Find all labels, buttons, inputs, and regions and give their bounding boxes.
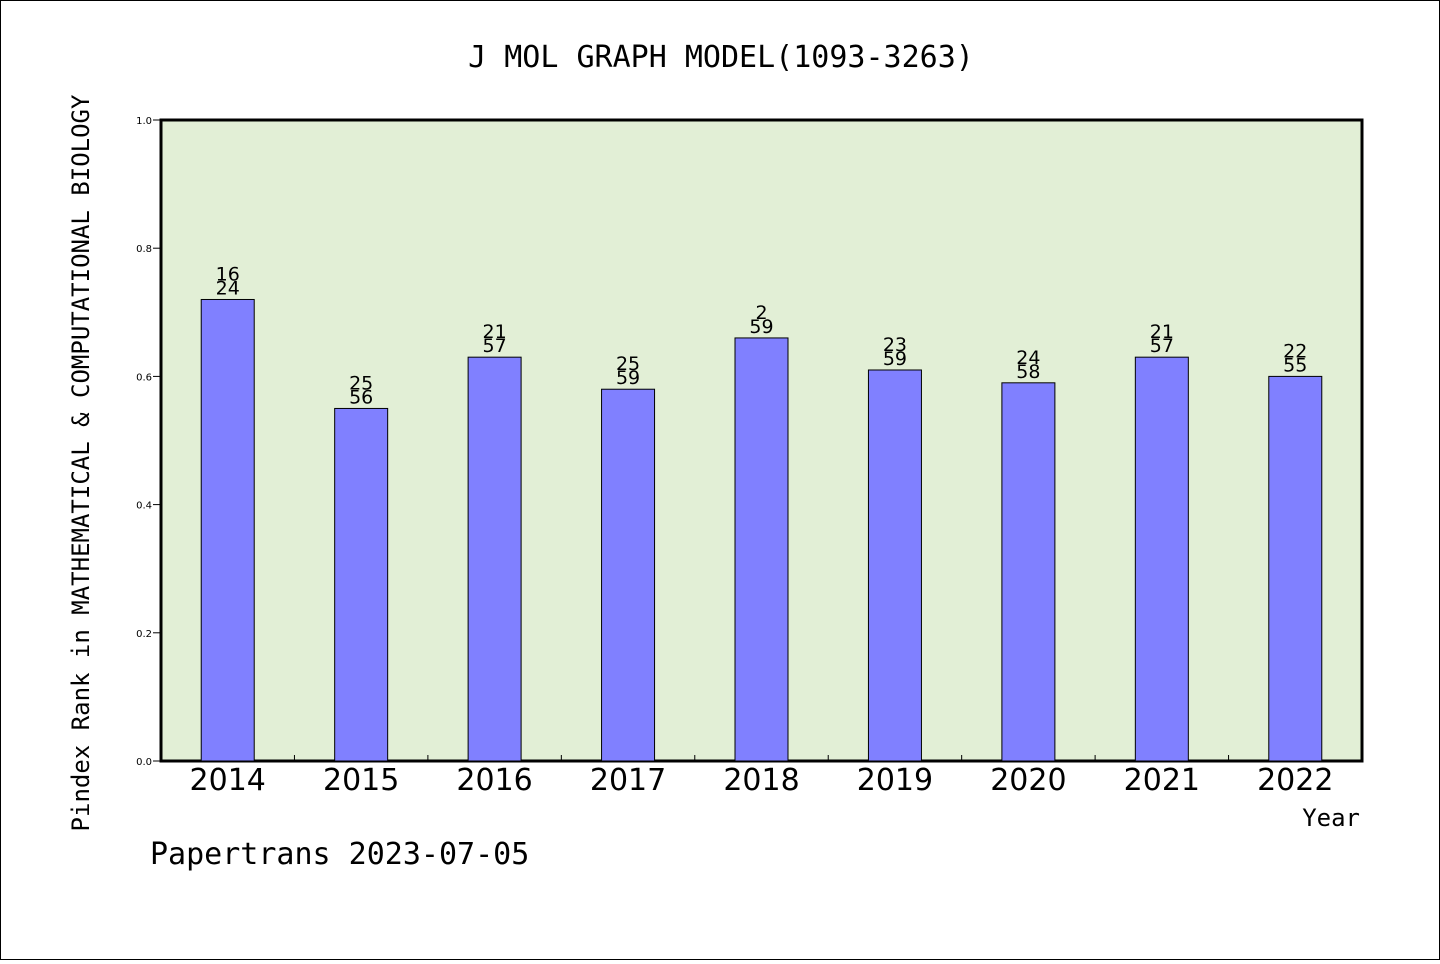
- x-tick-label: 2021: [1124, 763, 1200, 798]
- bar-2018: [734, 337, 789, 762]
- x-axis-label: Year: [1302, 804, 1360, 832]
- bar-total-label: 59: [883, 348, 907, 370]
- x-tick-label: 2019: [857, 763, 933, 798]
- chart-title: J MOL GRAPH MODEL(1093-3263): [468, 40, 974, 75]
- bar-rank-label: 21: [1150, 321, 1174, 343]
- bar-2020: [1001, 382, 1056, 762]
- y-tick-label: 0.8: [136, 244, 152, 255]
- y-axis: 0.0 0.2 0.4 0.6 0.8 1.0: [136, 116, 161, 768]
- x-tick-label: 2020: [990, 763, 1066, 798]
- x-tick-label: 2016: [456, 763, 532, 798]
- bar-rank-label: 16: [216, 263, 240, 285]
- bar-total-label: 58: [1016, 361, 1040, 383]
- bar-2016: [467, 356, 522, 762]
- bar-total-label: 56: [349, 386, 373, 408]
- bar-rank-label: 23: [883, 334, 907, 356]
- x-tick-label: 2017: [590, 763, 666, 798]
- bar-2015: [334, 407, 389, 762]
- y-tick-label: 0.4: [136, 501, 152, 512]
- bar-2019: [867, 369, 922, 762]
- bar-total-label: 59: [749, 316, 773, 338]
- y-tick-label: 0.6: [136, 372, 152, 383]
- bar-total-label: 55: [1283, 354, 1307, 376]
- bar-rank-label: 24: [1016, 347, 1040, 369]
- bar-2017: [601, 388, 656, 762]
- bar-rank-label: 21: [483, 321, 507, 343]
- bar-rank-label: 22: [1283, 340, 1307, 362]
- y-axis-label: Pindex Rank in MATHEMATICAL & COMPUTATIO…: [67, 94, 95, 831]
- bar-rank-label: 2: [755, 302, 767, 324]
- bar-total-label: 57: [1150, 335, 1174, 357]
- bars: [200, 298, 1323, 762]
- y-tick-label: 0.0: [136, 757, 152, 768]
- bar-2014: [200, 298, 255, 762]
- x-axis: 2014 2015 2016 2017 2018 2019 2020 2021 2022: [190, 755, 1333, 798]
- x-tick-label: 2018: [723, 763, 799, 798]
- bar-rank-label: 25: [349, 372, 373, 394]
- bar-total-label: 24: [216, 277, 240, 299]
- bar-2021: [1134, 356, 1189, 762]
- bar-total-label: 59: [616, 367, 640, 389]
- x-tick-label: 2015: [323, 763, 399, 798]
- footer-credit: Papertrans 2023-07-05: [150, 837, 529, 872]
- bar-rank-label: 25: [616, 353, 640, 375]
- x-tick-label: 2014: [190, 763, 266, 798]
- x-tick-label: 2022: [1257, 763, 1333, 798]
- bar-total-label: 57: [483, 335, 507, 357]
- y-tick-label: 0.2: [136, 629, 152, 640]
- y-tick-label: 1.0: [136, 116, 152, 127]
- bar-2022: [1268, 375, 1323, 762]
